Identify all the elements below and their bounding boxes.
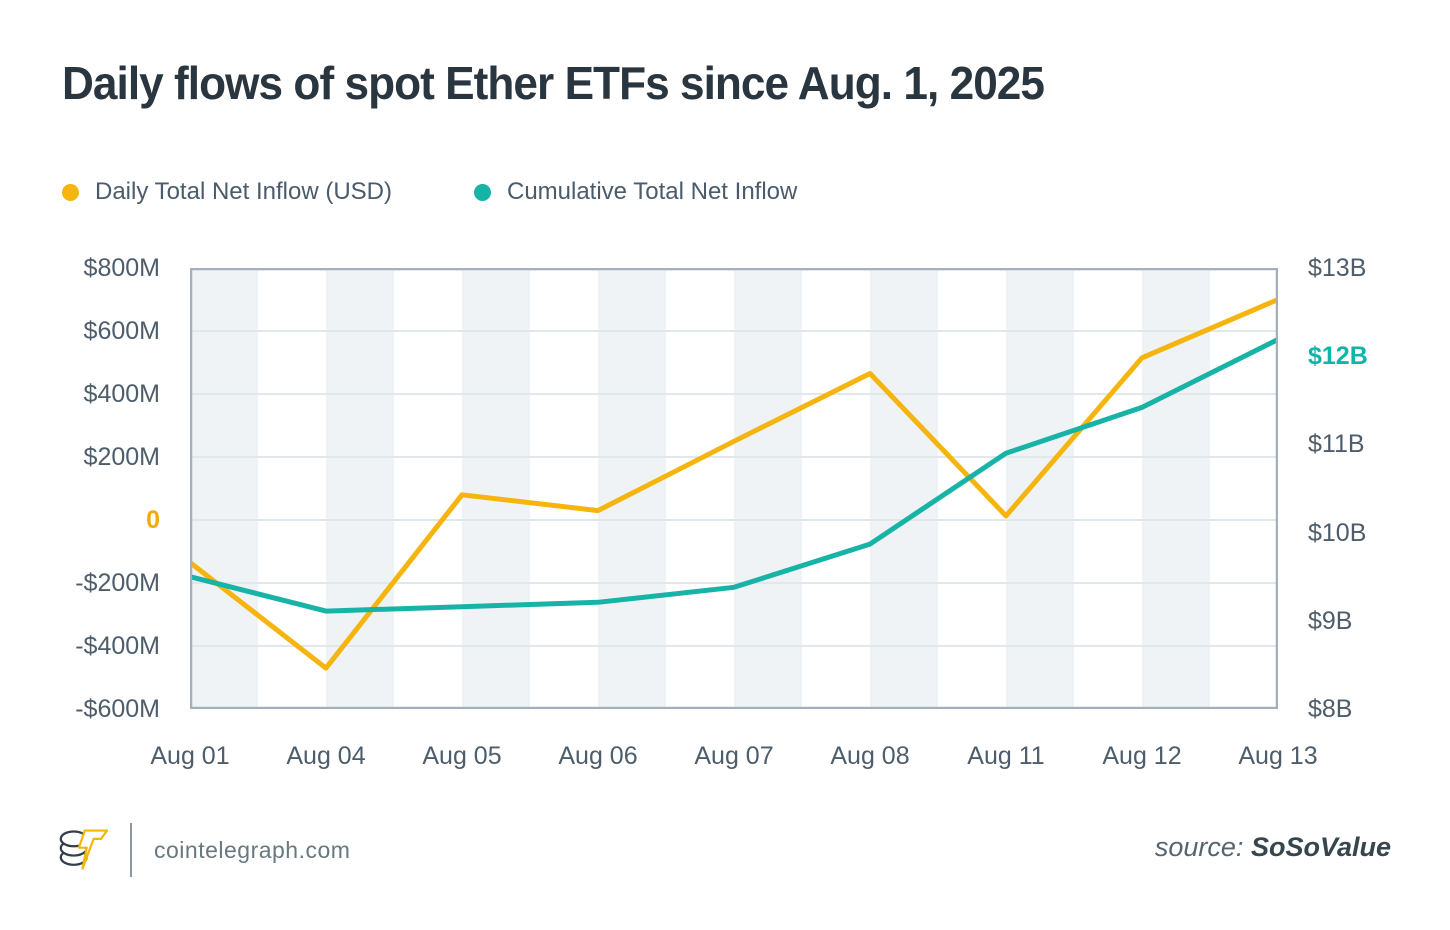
source-credit: source: SoSoValue — [1155, 832, 1391, 863]
legend: Daily Total Net Inflow (USD) Cumulative … — [62, 178, 797, 206]
y-right-tick-label: $10B — [1308, 518, 1367, 547]
x-tick-label: Aug 08 — [830, 742, 910, 770]
background-band — [598, 268, 666, 709]
y-left-tick-label: $800M — [83, 254, 160, 282]
cointelegraph-logo-icon — [59, 829, 108, 870]
y-left-tick-label: -$600M — [75, 695, 160, 723]
x-tick-label: Aug 01 — [150, 742, 230, 770]
footer-site-url[interactable]: cointelegraph.com — [154, 836, 351, 863]
background-band — [462, 268, 530, 709]
chart-title: Daily flows of spot Ether ETFs since Aug… — [62, 57, 1045, 109]
y-left-tick-label: -$200M — [75, 569, 160, 597]
legend-label-cumulative: Cumulative Total Net Inflow — [506, 178, 798, 205]
background-band — [870, 268, 938, 709]
x-tick-label: Aug 12 — [1102, 742, 1182, 770]
legend-swatch-cumulative-icon — [473, 183, 491, 201]
footer-divider — [130, 823, 132, 877]
x-tick-label: Aug 11 — [967, 742, 1045, 770]
y-left-tick-label: $200M — [83, 443, 160, 471]
source-value: SoSoValue — [1250, 832, 1391, 862]
y-left-tick-label: $600M — [83, 317, 160, 345]
x-tick-label: Aug 06 — [558, 742, 638, 770]
y-left-tick-label: $400M — [83, 380, 160, 408]
y-right-tick-label: $13B — [1308, 254, 1367, 282]
y-left-tick-label: 0 — [146, 506, 160, 534]
plot-border — [189, 267, 1279, 710]
source-label: source: — [1154, 832, 1244, 862]
legend-label-daily: Daily Total Net Inflow (USD) — [95, 178, 392, 205]
background-band — [734, 268, 802, 709]
y-left-tick-label: -$400M — [75, 632, 160, 660]
y-right-tick-label: $8B — [1308, 695, 1353, 723]
background-band — [1006, 268, 1074, 709]
y-right-tick-label: $12B — [1308, 342, 1368, 371]
x-tick-label: Aug 13 — [1238, 742, 1318, 770]
legend-swatch-daily-icon — [62, 183, 79, 201]
line-chart — [188, 267, 1280, 710]
x-tick-label: Aug 07 — [694, 742, 774, 770]
y-right-tick-label: $11B — [1308, 430, 1365, 459]
x-tick-label: Aug 05 — [422, 742, 502, 770]
y-right-tick-label: $9B — [1308, 606, 1353, 635]
footer-branding: cointelegraph.com — [58, 818, 350, 882]
series-line-cumulative — [189, 337, 1280, 614]
plot-area — [188, 267, 1280, 710]
legend-item-daily[interactable]: Daily Total Net Inflow (USD) — [62, 178, 392, 206]
background-band — [326, 268, 394, 709]
legend-item-cumulative[interactable]: Cumulative Total Net Inflow — [473, 178, 798, 206]
x-tick-label: Aug 04 — [286, 742, 366, 770]
background-band — [190, 268, 258, 709]
